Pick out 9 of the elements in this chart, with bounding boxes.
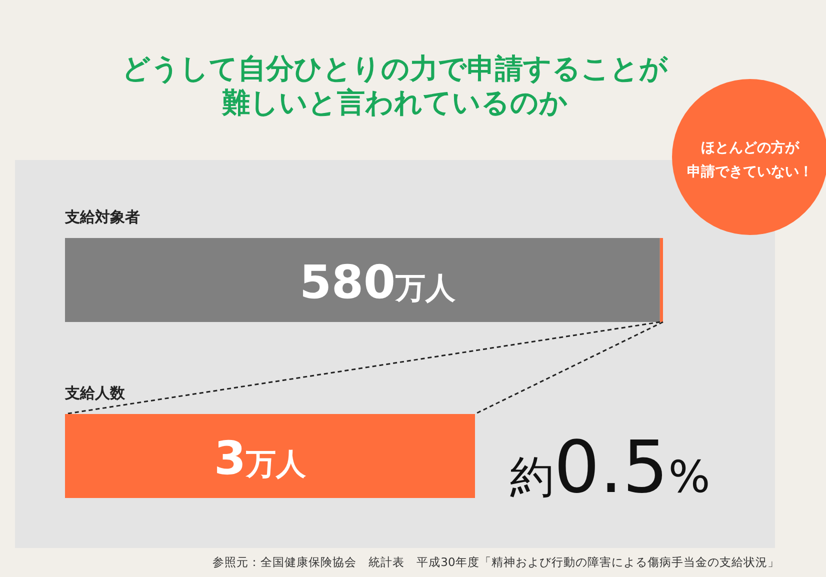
text: 参照元：全国健康保険協会 統計表 平成30年度「精神および行動の障害による傷病手当金の支給状況」 bbox=[212, 555, 780, 569]
data-label: 580万人 bbox=[299, 255, 456, 309]
category-label: 支給対象者 bbox=[64, 208, 140, 226]
text: 約0.5% bbox=[510, 425, 710, 509]
text: どうして自分ひとりの力で申請することが難しいと言われているのか bbox=[122, 52, 669, 119]
text: ほとんどの方が bbox=[701, 139, 800, 156]
category-label: 支給人数 bbox=[64, 384, 126, 402]
data-label: 3万人 bbox=[214, 431, 308, 485]
text: 申請できていない！ bbox=[687, 163, 813, 180]
